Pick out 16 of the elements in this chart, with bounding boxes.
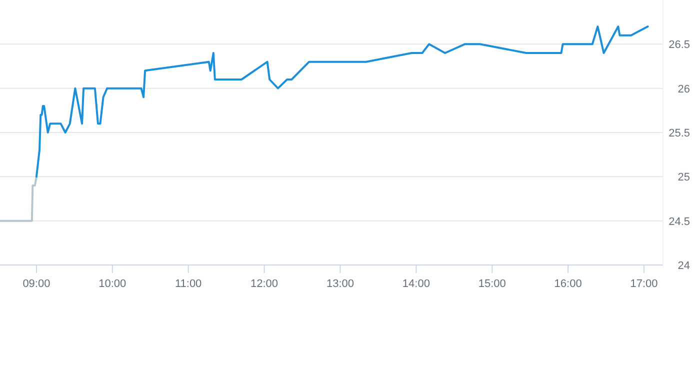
x-tick-label: 15:00 (478, 278, 506, 290)
y-tick-label: 26.5 (668, 39, 690, 52)
y-tick-label: 24.5 (668, 216, 690, 228)
x-tick-label: 14:00 (402, 278, 430, 290)
x-tick-label: 13:00 (326, 278, 354, 290)
x-tick-label: 09:00 (22, 278, 50, 290)
line-series (35, 26, 649, 178)
x-tick-label: 11:00 (174, 278, 202, 290)
x-tick-label: 10:00 (98, 278, 126, 290)
y-tick-label: 26 (678, 83, 690, 96)
x-tick-label: 16:00 (554, 278, 582, 290)
y-tick-label: 24 (678, 260, 690, 272)
y-tick-label: 25 (678, 172, 690, 184)
x-tick-label: 17:00 (630, 278, 658, 290)
x-tick-label: 12:00 (250, 278, 278, 290)
y-tick-label: 25.5 (668, 128, 690, 140)
